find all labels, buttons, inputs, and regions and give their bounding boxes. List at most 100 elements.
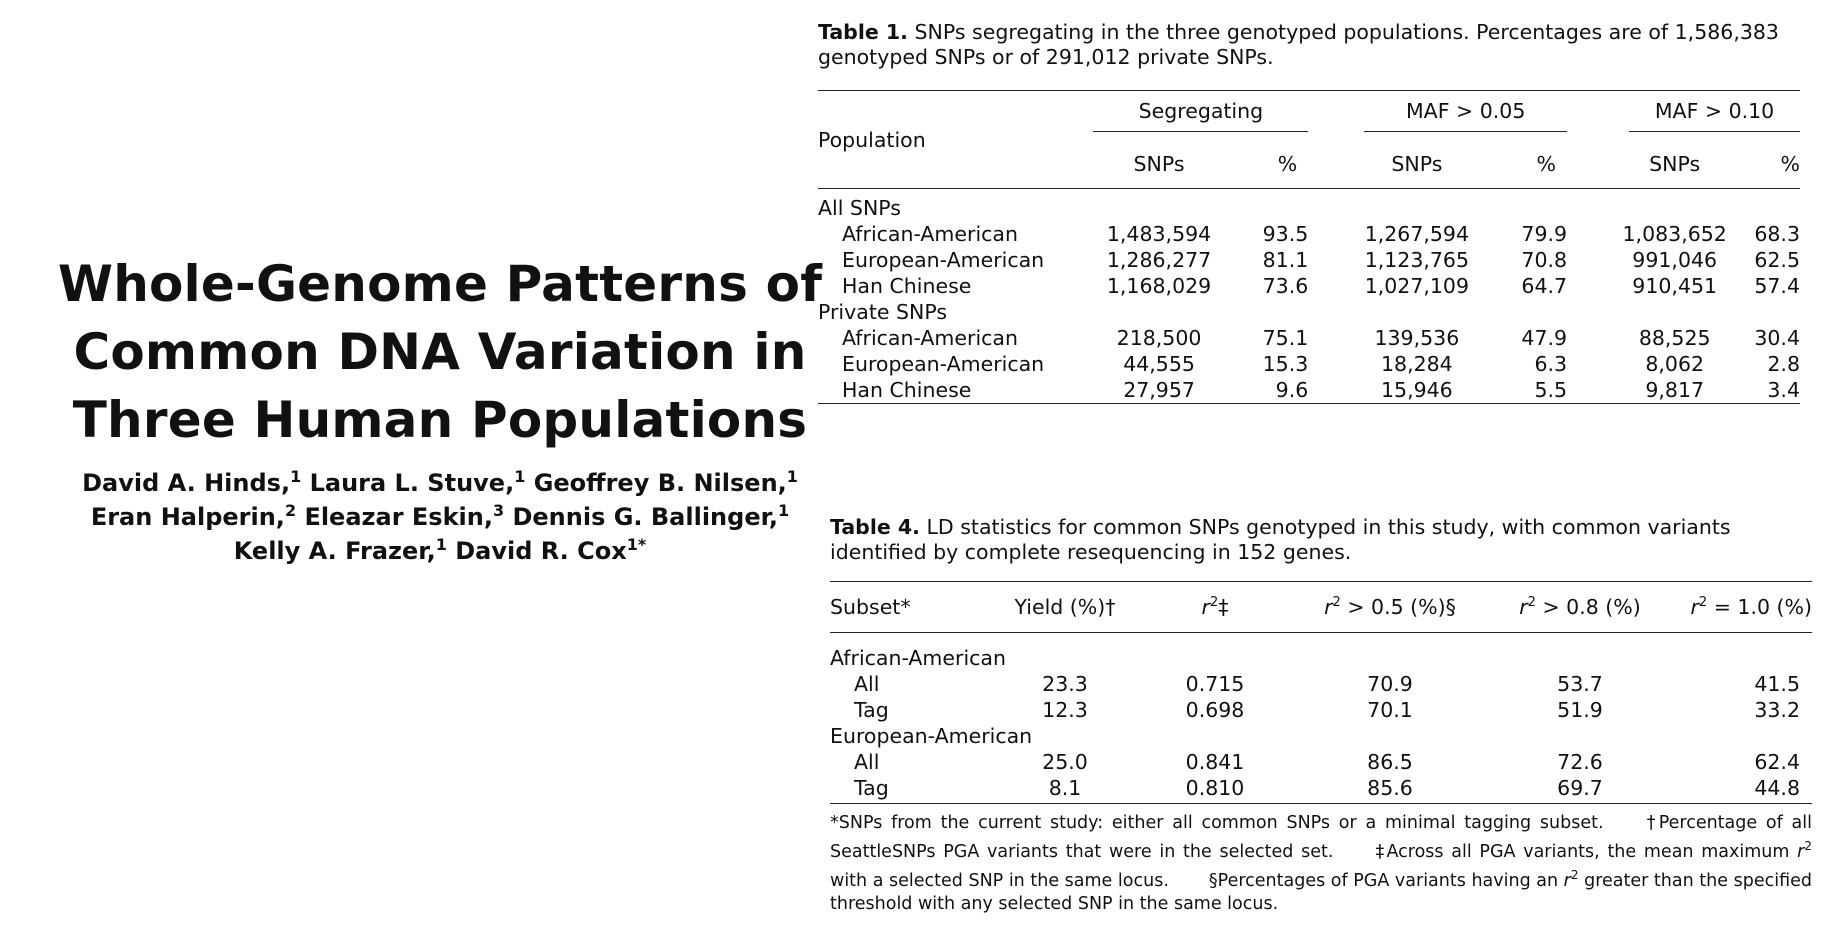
author-name: Eleazar Eskin, xyxy=(304,503,493,531)
subcolumn-header: % xyxy=(1497,140,1596,189)
table-cell: 3.4 xyxy=(1754,377,1800,404)
table-cell: 1,123,765 xyxy=(1364,248,1470,272)
group-header-cell: Segregating xyxy=(1079,91,1336,140)
row-label: Han Chinese xyxy=(818,377,1080,404)
column-header: r2 > 0.5 (%)§ xyxy=(1290,582,1490,633)
table-cell: 18,284 xyxy=(1380,352,1453,376)
column-header: r2 = 1.0 (%) xyxy=(1670,582,1812,633)
table-cell: 0.810 xyxy=(1140,775,1290,804)
table-cell: 75.1 xyxy=(1262,326,1309,350)
table-cell: 64.7 xyxy=(1521,274,1568,298)
table-cell: 12.3 xyxy=(1042,698,1088,722)
table-cell: 0.698 xyxy=(1185,698,1245,722)
table-cell: 1,083,652 xyxy=(1622,222,1727,246)
title-line: Whole-Genome Patterns of xyxy=(57,255,823,313)
header-row: Population Segregating MAF > 0.05 MAF > … xyxy=(818,91,1800,189)
table-cell: 15.3 xyxy=(1262,352,1309,376)
row-label: Tag xyxy=(830,775,990,804)
row-label: European-American xyxy=(842,352,1045,376)
section-label: Private SNPs xyxy=(818,300,948,324)
author-name: Eran Halperin, xyxy=(90,503,285,531)
table-cell: 991,046 xyxy=(1632,248,1718,272)
table-cell: 93.5 xyxy=(1262,222,1309,246)
table-cell: 41.5 xyxy=(1754,672,1800,696)
table-cell: 51.9 xyxy=(1557,698,1603,722)
affiliation-marker: 3 xyxy=(492,501,505,520)
affiliation-marker: 1 xyxy=(290,467,302,486)
table-rule xyxy=(830,581,1812,582)
column-header: Subset* xyxy=(830,582,990,633)
table-label: Table 4. xyxy=(830,515,920,539)
subcolumn-header: % xyxy=(1238,140,1337,189)
table-cell: 57.4 xyxy=(1754,274,1800,298)
table-row: African-American 1,483,594 93.5 1,267,59… xyxy=(818,221,1800,247)
affiliation-marker: 1 xyxy=(435,535,447,554)
section-label: European-American xyxy=(830,724,1033,748)
table-cell: 86.5 xyxy=(1367,750,1413,774)
table-cell: 70.9 xyxy=(1367,672,1413,696)
table-row: All 25.0 0.841 86.5 72.6 62.4 xyxy=(830,749,1812,775)
table-cell: 44,555 xyxy=(1123,352,1195,376)
table-cell: 0.715 xyxy=(1185,672,1245,696)
group-header-cell: MAF > 0.10 xyxy=(1595,91,1800,140)
affiliation-marker: 1 xyxy=(778,501,790,520)
table-row: European-American 1,286,277 81.1 1,123,7… xyxy=(818,247,1800,273)
table-cell: 47.9 xyxy=(1521,326,1568,350)
author-name: Kelly A. Frazer, xyxy=(233,537,436,565)
table-cell: 139,536 xyxy=(1374,326,1460,350)
table-cell: 1,168,029 xyxy=(1106,274,1212,298)
column-header: r2 > 0.8 (%) xyxy=(1490,582,1670,633)
table-cell: 0.841 xyxy=(1185,750,1245,774)
table-1: Table 1. SNPs segregating in the three g… xyxy=(818,20,1800,404)
author-name: Dennis G. Ballinger, xyxy=(512,503,779,531)
table-cell: 218,500 xyxy=(1116,326,1202,350)
footnote-dagger: †Percentage of all SeattleSNPs PGA varia… xyxy=(830,813,1813,862)
table-cell: 73.6 xyxy=(1262,274,1309,298)
affiliation-marker: 1* xyxy=(626,535,647,554)
table-cell: 2.8 xyxy=(1767,352,1800,376)
article-title: Whole-Genome Patterns of Common DNA Vari… xyxy=(40,250,840,454)
affiliation-marker: 1 xyxy=(786,467,798,486)
table-cell: 15,946 xyxy=(1336,377,1498,404)
table-cell: 33.2 xyxy=(1754,698,1800,722)
header-row: Subset* Yield (%)† r2‡ r2 > 0.5 (%)§ r2 … xyxy=(830,582,1812,633)
table-cell: 9.6 xyxy=(1238,377,1337,404)
subheader-row: SNPs % SNPs % SNPs % xyxy=(818,140,1800,189)
author-line: Kelly A. Frazer,1 David R. Cox1* xyxy=(40,534,840,568)
table-caption: Table 4. LD statistics for common SNPs g… xyxy=(830,515,1812,565)
table-cell: 23.3 xyxy=(1042,672,1088,696)
author-name: David R. Cox xyxy=(455,537,627,565)
table-cell: 1,027,109 xyxy=(1364,274,1470,298)
table-cell: 70.8 xyxy=(1521,248,1568,272)
subcolumn-header: % xyxy=(1754,140,1800,189)
data-table: Subset* Yield (%)† r2‡ r2 > 0.5 (%)§ r2 … xyxy=(830,582,1812,804)
table-cell: 53.7 xyxy=(1557,672,1603,696)
table-row: European-American 44,555 15.3 18,284 6.3… xyxy=(818,351,1800,377)
group-header: MAF > 0.10 xyxy=(1629,99,1800,132)
table-cell: 1,267,594 xyxy=(1364,222,1470,246)
row-label: Han Chinese xyxy=(842,274,972,298)
title-line: Common DNA Variation in xyxy=(73,323,807,381)
author-line: Eran Halperin,2 Eleazar Eskin,3 Dennis G… xyxy=(40,500,840,534)
table-cell: 62.4 xyxy=(1754,750,1800,774)
table-cell: 85.6 xyxy=(1290,775,1490,804)
table-cell: 8,062 xyxy=(1645,352,1705,376)
caption-text: SNPs segregating in the three genotyped … xyxy=(818,20,1779,69)
author-name: Laura L. Stuve, xyxy=(309,469,515,497)
column-header: Yield (%)† xyxy=(990,582,1140,633)
table-cell: 1,483,594 xyxy=(1106,222,1212,246)
table-cell: 70.1 xyxy=(1367,698,1413,722)
author-list: David A. Hinds,1 Laura L. Stuve,1 Geoffr… xyxy=(40,466,840,568)
table-row: African-American 218,500 75.1 139,536 47… xyxy=(818,325,1800,351)
section-row: European-American xyxy=(830,723,1812,749)
caption-text: LD statistics for common SNPs genotyped … xyxy=(830,515,1731,564)
table-rule xyxy=(818,90,1800,91)
table-row: Han Chinese 1,168,029 73.6 1,027,109 64.… xyxy=(818,273,1800,299)
column-header: r2‡ xyxy=(1140,582,1290,633)
table-cell: 69.7 xyxy=(1490,775,1670,804)
section-row: Private SNPs xyxy=(818,299,1800,325)
table-cell: 910,451 xyxy=(1632,274,1718,298)
table-cell: 44.8 xyxy=(1670,775,1812,804)
table-cell: 6.3 xyxy=(1534,352,1568,376)
table-row: All 23.3 0.715 70.9 53.7 41.5 xyxy=(830,671,1812,697)
